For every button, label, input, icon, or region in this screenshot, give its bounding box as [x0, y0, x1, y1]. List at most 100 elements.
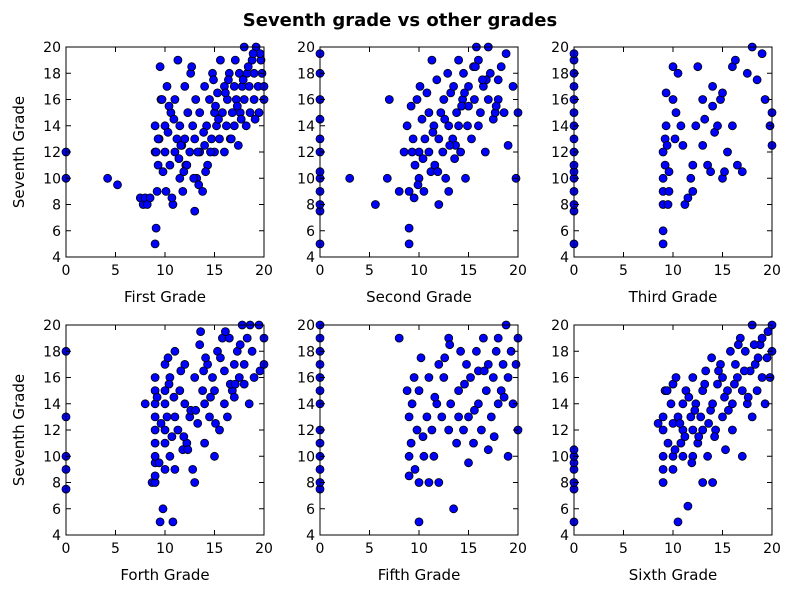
y-tick-label: 16: [551, 371, 569, 387]
data-point: [450, 154, 460, 164]
scatter-points: [569, 320, 777, 527]
data-point: [496, 62, 506, 72]
y-tick: 18: [297, 66, 518, 82]
y-tick: 4: [306, 250, 518, 266]
y-tick-label: 16: [297, 371, 315, 387]
data-point: [680, 432, 690, 442]
data-point: [201, 167, 211, 177]
x-tick-label: 15: [206, 541, 224, 557]
x-tick: 10: [410, 325, 428, 557]
data-point: [151, 147, 161, 157]
data-point: [200, 399, 210, 409]
data-point: [169, 114, 179, 124]
x-tick-label: 20: [763, 541, 781, 557]
y-tick: 20: [551, 318, 772, 334]
y-tick: 4: [306, 528, 518, 544]
data-point: [236, 114, 246, 124]
data-point: [168, 517, 178, 527]
data-point: [153, 134, 163, 144]
data-point: [462, 359, 471, 369]
data-point: [170, 147, 180, 157]
data-point: [150, 438, 160, 448]
y-tick: 8: [560, 198, 772, 214]
x-tick-label: 15: [460, 541, 478, 557]
data-point: [713, 379, 722, 389]
data-point: [404, 451, 414, 461]
data-point: [499, 392, 509, 402]
data-point: [179, 432, 189, 442]
data-point: [449, 504, 459, 514]
data-point: [481, 386, 491, 396]
x-axis-label: Sixth Grade: [629, 566, 717, 584]
y-tick: 10: [297, 449, 518, 465]
y-tick-label: 8: [52, 198, 61, 214]
data-point: [733, 160, 742, 170]
data-point: [459, 425, 468, 435]
data-point: [248, 49, 258, 58]
x-tick-label: 20: [509, 541, 527, 557]
data-point: [412, 425, 422, 435]
x-tick-label: 10: [664, 541, 682, 557]
data-point: [163, 127, 173, 137]
data-point: [215, 134, 224, 144]
y-tick: 14: [43, 397, 264, 413]
y-tick-label: 6: [560, 502, 569, 518]
data-point: [419, 451, 429, 461]
y-tick: 6: [52, 502, 264, 518]
data-point: [508, 82, 518, 91]
data-point: [418, 432, 428, 442]
x-tick: 10: [664, 47, 682, 279]
data-point: [661, 121, 671, 131]
data-point: [205, 412, 214, 422]
x-tick: 0: [316, 325, 324, 557]
y-tick-label: 12: [297, 423, 315, 439]
data-point: [456, 346, 466, 356]
x-tick-label: 10: [156, 263, 174, 279]
data-point: [718, 373, 727, 382]
data-point: [690, 405, 700, 415]
data-point: [449, 82, 459, 91]
data-point: [718, 412, 727, 422]
y-tick-label: 14: [551, 397, 569, 413]
y-tick-label: 10: [297, 449, 315, 465]
y-tick: 10: [551, 449, 772, 465]
data-point: [747, 412, 757, 422]
y-tick: 20: [297, 40, 518, 56]
data-point: [213, 88, 222, 98]
y-tick: 16: [297, 93, 518, 109]
data-point: [239, 95, 249, 104]
data-point: [688, 373, 698, 382]
data-point: [247, 346, 257, 356]
data-point: [250, 114, 260, 124]
data-point: [242, 333, 252, 343]
data-point: [720, 167, 729, 177]
data-point: [370, 200, 380, 209]
data-point: [701, 366, 711, 376]
data-point: [220, 88, 230, 98]
y-tick-label: 10: [551, 171, 569, 187]
data-point: [661, 88, 671, 98]
y-tick-label: 20: [43, 318, 61, 334]
x-axis-label: Second Grade: [366, 288, 472, 306]
data-point: [477, 75, 487, 85]
data-point: [414, 478, 424, 487]
data-point: [441, 173, 451, 183]
data-point: [190, 134, 200, 144]
y-tick: 12: [297, 145, 518, 161]
data-point: [157, 95, 167, 104]
data-point: [194, 180, 204, 190]
data-point: [503, 451, 513, 461]
data-point: [193, 418, 203, 428]
x-tick: 15: [206, 47, 223, 279]
data-point: [233, 140, 243, 150]
data-point: [164, 379, 174, 389]
y-tick-label: 12: [43, 145, 61, 161]
y-tick-label: 8: [560, 198, 569, 214]
x-tick: 0: [316, 47, 324, 279]
data-point: [434, 200, 444, 209]
data-point: [737, 386, 747, 396]
data-point: [726, 346, 735, 356]
data-point: [686, 173, 696, 183]
y-tick: 6: [560, 502, 772, 518]
y-tick: 20: [297, 318, 518, 334]
